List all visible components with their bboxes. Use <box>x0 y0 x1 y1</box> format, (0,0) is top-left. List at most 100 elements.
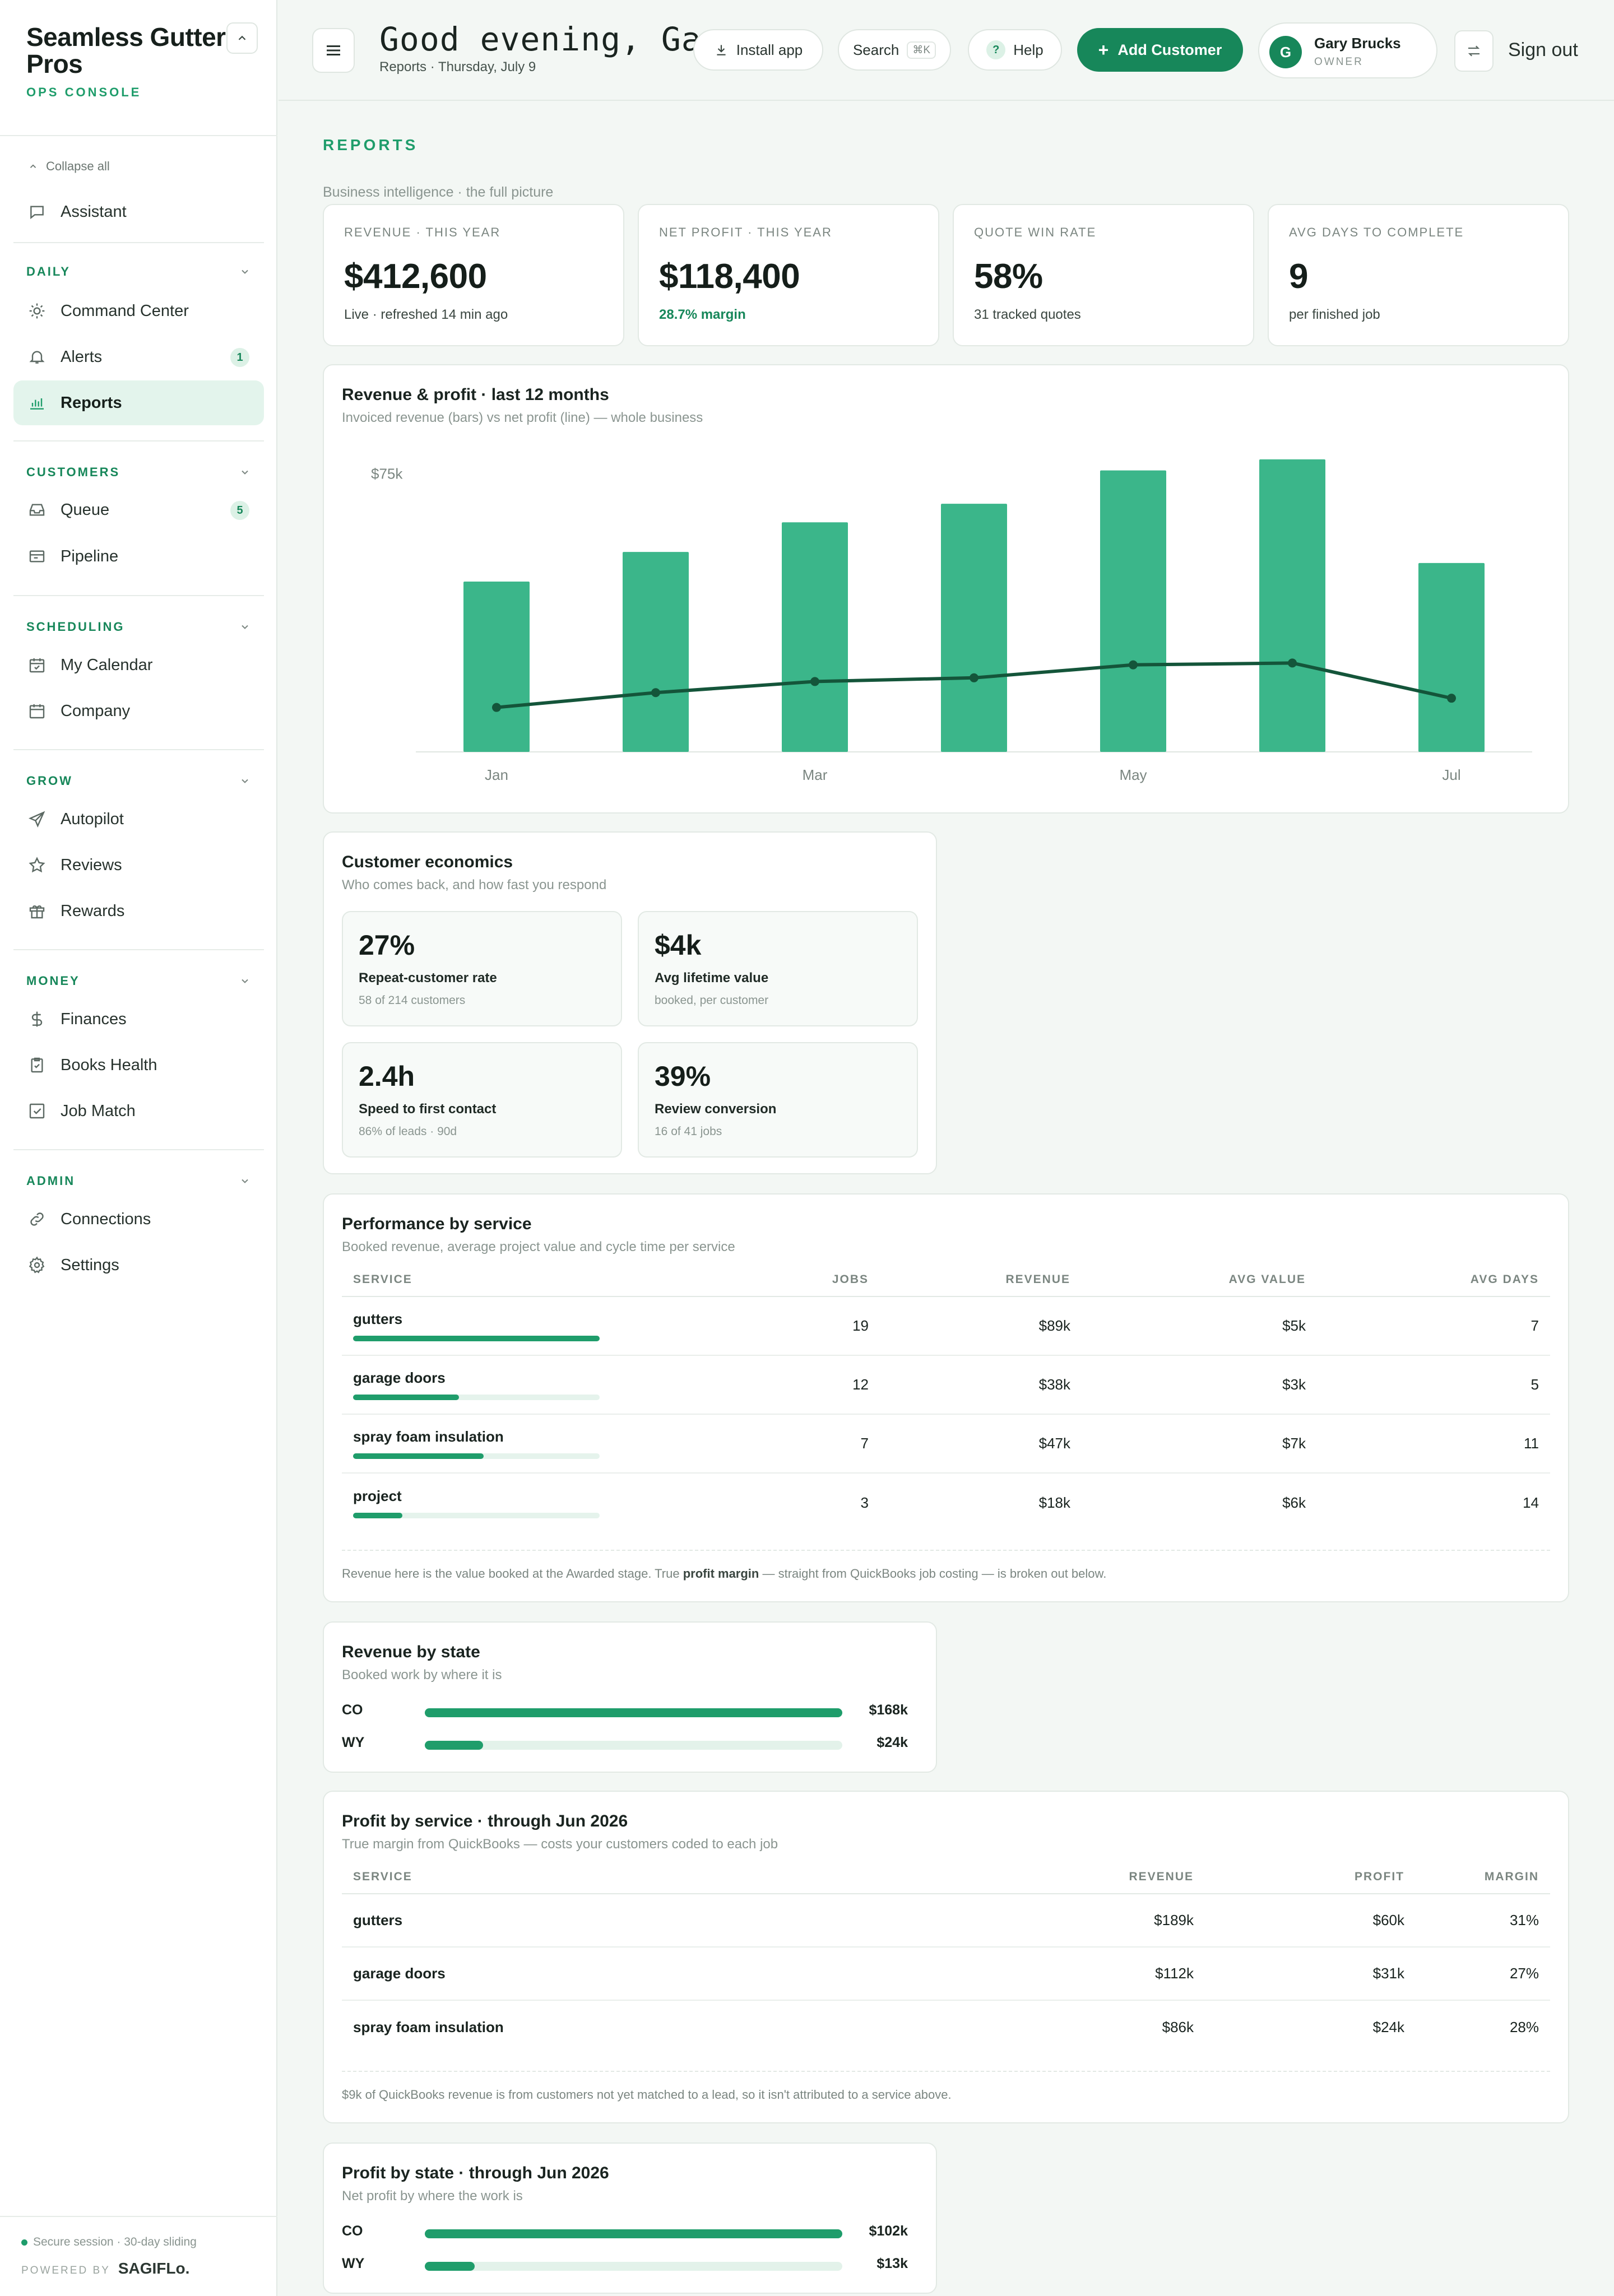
column-header[interactable]: SERVICE <box>342 1263 779 1297</box>
sidebar-item-connections[interactable]: Connections <box>13 1197 264 1242</box>
sidebar-item-books-health[interactable]: Books Health <box>13 1043 264 1087</box>
avg-value-cell: $7k <box>1082 1414 1317 1474</box>
metric-value: $4k <box>655 929 702 961</box>
calendar-icon <box>27 701 47 721</box>
state-bar-fill <box>425 2262 475 2271</box>
help-button[interactable]: ? Help <box>968 29 1062 71</box>
service-share-bar <box>353 1336 600 1341</box>
service-cell: spray foam insulation <box>342 2000 1014 2053</box>
column-header[interactable]: JOBS <box>779 1263 880 1297</box>
section-admin-toggle[interactable]: ADMIN <box>26 1174 251 1188</box>
add-customer-button[interactable]: + Add Customer <box>1077 28 1243 72</box>
column-header[interactable]: SERVICE <box>342 1860 1014 1894</box>
column-header[interactable]: AVG DAYS <box>1317 1263 1550 1297</box>
powered-by-label: POWERED BY <box>21 2265 110 2276</box>
collapse-all-button[interactable]: Collapse all <box>28 159 110 174</box>
state-name: WY <box>342 1735 365 1750</box>
section-scheduling-toggle[interactable]: SCHEDULING <box>26 620 251 634</box>
x-tick-label: Mar <box>803 766 828 783</box>
sidebar-item-reviews[interactable]: Reviews <box>13 843 264 887</box>
page-subtitle: Business intelligence · the full picture <box>323 184 554 200</box>
table-row[interactable]: spray foam insulation 7 $47k $7k 11 <box>342 1414 1550 1474</box>
sidebar-item-alerts[interactable]: Alerts 1 <box>13 334 264 379</box>
session-status: Secure session · 30-day sliding <box>21 2235 197 2249</box>
divider <box>342 1550 1550 1551</box>
queue-count-badge: 5 <box>230 501 249 520</box>
greeting: Good evening, Gary <box>379 20 742 58</box>
divider <box>13 440 264 441</box>
card-title: Profit by state · through Jun 2026 <box>342 2164 609 2182</box>
sidebar-item-command-center[interactable]: Command Center <box>13 289 264 333</box>
avg-value-cell: $6k <box>1282 1494 1306 1511</box>
state-value: $102k <box>869 2223 908 2239</box>
sidebar-item-label: Job Match <box>61 1101 136 1120</box>
card-description: Net profit by where the work is <box>342 2188 523 2204</box>
state-row: CO $168k <box>342 1700 908 1722</box>
search-shortcut: ⌘K <box>907 41 936 59</box>
column-header[interactable]: AVG VALUE <box>1082 1263 1317 1297</box>
card-description: Booked work by where it is <box>342 1667 502 1683</box>
table-row[interactable]: project 3 $18k $6k 14 <box>342 1473 1550 1532</box>
section-label: MONEY <box>26 974 80 988</box>
column-header[interactable]: REVENUE <box>880 1263 1082 1297</box>
divider <box>13 242 264 243</box>
profit-cell: $24k <box>1372 2018 1404 2035</box>
avg-days-cell: 7 <box>1317 1296 1550 1356</box>
switch-account-button[interactable] <box>1454 30 1494 72</box>
margin-cell: 31% <box>1416 1894 1550 1948</box>
topbar: Good evening, Gary Reports · Thursday, J… <box>279 0 1614 101</box>
revenue-profit-chart-card: Revenue & profit · last 12 months Invoic… <box>323 364 1569 814</box>
sidebar-item-finances[interactable]: Finances <box>13 997 264 1042</box>
sidebar-item-assistant[interactable]: Assistant <box>13 189 264 234</box>
table-row[interactable]: garage doors 12 $38k $3k 5 <box>342 1355 1550 1415</box>
user-menu[interactable]: G Gary Brucks OWNER <box>1258 22 1437 78</box>
card-title: Revenue by state <box>342 1643 480 1661</box>
column-header[interactable]: PROFIT <box>1205 1860 1416 1894</box>
bell-icon <box>27 347 47 367</box>
table-row[interactable]: spray foam insulation $86k $24k 28% <box>342 2000 1550 2053</box>
kpi-card-revenue: REVENUE · THIS YEAR $412,600 Live · refr… <box>323 204 624 346</box>
table-row[interactable]: gutters 19 $89k $5k 7 <box>342 1296 1550 1356</box>
kpi-value: $412,600 <box>344 257 487 296</box>
section-grow-toggle[interactable]: GROW <box>26 774 251 788</box>
revenue-cell: $89k <box>880 1296 1082 1356</box>
column-header[interactable]: MARGIN <box>1416 1860 1550 1894</box>
table-header-row: SERVICE REVENUE PROFIT MARGIN <box>342 1860 1550 1894</box>
profit-cell: $31k <box>1205 1947 1416 2001</box>
sidebar-item-rewards[interactable]: Rewards <box>13 889 264 933</box>
sidebar-item-pipeline[interactable]: Pipeline <box>13 534 264 579</box>
menu-button[interactable] <box>312 28 355 73</box>
sidebar-item-settings[interactable]: Settings <box>13 1243 264 1288</box>
profit-point <box>970 673 978 682</box>
collapse-sidebar-button[interactable] <box>226 22 258 54</box>
sidebar-item-company[interactable]: Company <box>13 689 264 733</box>
sidebar-item-my-calendar[interactable]: My Calendar <box>13 643 264 687</box>
service-cell: garage doors <box>342 1947 1014 2001</box>
sidebar-item-job-match[interactable]: Job Match <box>13 1089 264 1133</box>
sidebar-item-autopilot[interactable]: Autopilot <box>13 797 264 842</box>
table-row[interactable]: gutters $189k $60k 31% <box>342 1894 1550 1948</box>
kpi-foot: 28.7% margin <box>659 307 746 322</box>
section-daily-toggle[interactable]: DAILY <box>26 264 251 279</box>
help-icon: ? <box>986 40 1006 59</box>
kpi-label: NET PROFIT · THIS YEAR <box>659 225 832 239</box>
state-bar-fill <box>425 2229 842 2238</box>
jobs-cell: 12 <box>779 1355 880 1415</box>
card-description: True margin from QuickBooks — costs your… <box>342 1837 778 1852</box>
download-icon <box>717 45 726 55</box>
sidebar-item-label: Autopilot <box>61 810 124 828</box>
sidebar-item-label: Connections <box>61 1210 151 1228</box>
footnote-text: Revenue here is the value booked at the … <box>342 1567 683 1581</box>
section-customers-toggle[interactable]: CUSTOMERS <box>26 465 251 480</box>
sidebar-item-reports[interactable]: Reports <box>13 380 264 425</box>
sidebar-item-queue[interactable]: Queue 5 <box>13 487 264 532</box>
table-footnote: Revenue here is the value booked at the … <box>342 1567 1106 1581</box>
table-row[interactable]: garage doors $112k $31k 27% <box>342 1947 1550 2001</box>
column-header[interactable]: REVENUE <box>1014 1860 1205 1894</box>
sign-out-link[interactable]: Sign out <box>1508 39 1578 61</box>
section-money-toggle[interactable]: MONEY <box>26 974 251 988</box>
kpi-foot: per finished job <box>1289 307 1380 322</box>
service-share-bar <box>353 1512 600 1518</box>
install-app-button[interactable]: Install app <box>693 29 823 71</box>
search-button[interactable]: Search ⌘K <box>838 29 951 71</box>
